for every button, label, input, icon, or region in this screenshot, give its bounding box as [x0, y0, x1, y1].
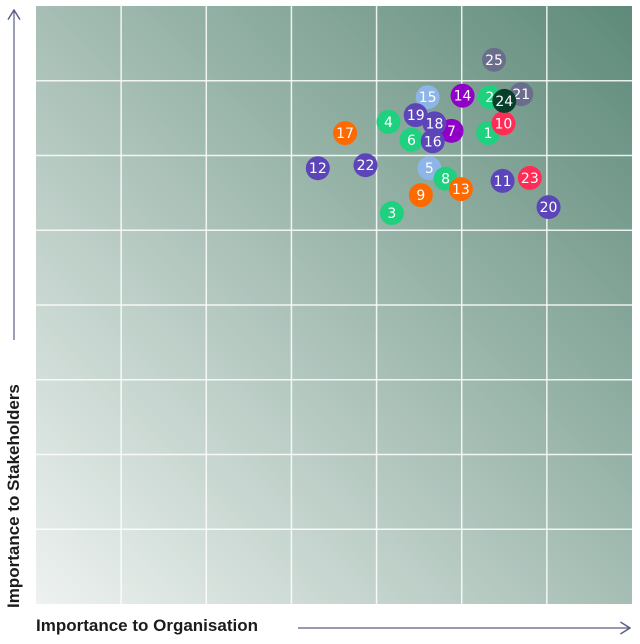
point-marker[interactable] — [415, 85, 440, 110]
data-point-3[interactable]: 3 — [379, 201, 404, 226]
point-marker[interactable] — [420, 129, 445, 154]
point-label: 6 — [407, 133, 416, 149]
point-label: 23 — [521, 171, 539, 187]
point-marker[interactable] — [408, 183, 433, 208]
point-marker[interactable] — [517, 165, 542, 190]
point-marker[interactable] — [450, 83, 475, 108]
point-marker[interactable] — [448, 177, 473, 202]
point-marker[interactable] — [491, 111, 516, 136]
point-marker[interactable] — [536, 195, 561, 220]
point-marker[interactable] — [490, 168, 515, 193]
point-label: 22 — [357, 158, 375, 174]
point-label: 5 — [425, 161, 434, 177]
data-point-19[interactable]: 19 — [403, 103, 428, 128]
data-point-12[interactable]: 12 — [305, 156, 330, 181]
data-point-15[interactable]: 15 — [415, 85, 440, 110]
point-label: 12 — [309, 161, 327, 177]
data-point-11[interactable]: 11 — [490, 168, 515, 193]
point-label: 25 — [485, 53, 503, 69]
point-marker[interactable] — [492, 88, 517, 113]
data-point-17[interactable]: 17 — [333, 121, 358, 146]
point-label: 10 — [495, 116, 513, 132]
data-point-16[interactable]: 16 — [420, 129, 445, 154]
point-label: 3 — [387, 206, 396, 222]
point-label: 14 — [454, 89, 472, 105]
point-marker[interactable] — [403, 103, 428, 128]
point-label: 20 — [540, 200, 558, 216]
point-marker[interactable] — [376, 109, 401, 134]
point-marker[interactable] — [482, 47, 507, 72]
data-point-18[interactable]: 18 — [422, 111, 447, 136]
point-marker[interactable] — [305, 156, 330, 181]
data-point-24[interactable]: 24 — [492, 88, 517, 113]
point-label: 18 — [426, 116, 444, 132]
point-label: 21 — [512, 87, 530, 103]
data-point-25[interactable]: 25 — [482, 47, 507, 72]
data-point-4[interactable]: 4 — [376, 109, 401, 134]
data-point-23[interactable]: 23 — [517, 165, 542, 190]
data-point-20[interactable]: 20 — [536, 195, 561, 220]
point-label: 16 — [424, 134, 442, 150]
data-point-14[interactable]: 14 — [450, 83, 475, 108]
point-label: 4 — [384, 115, 393, 131]
point-label: 8 — [441, 172, 450, 188]
point-label: 7 — [447, 124, 456, 140]
data-point-6[interactable]: 6 — [399, 127, 424, 152]
point-marker[interactable] — [379, 201, 404, 226]
point-marker[interactable] — [399, 127, 424, 152]
data-point-9[interactable]: 9 — [408, 183, 433, 208]
grid — [36, 6, 632, 604]
point-label: 2 — [485, 90, 494, 106]
data-point-13[interactable]: 13 — [448, 177, 473, 202]
point-marker[interactable] — [422, 111, 447, 136]
point-label: 17 — [336, 126, 354, 142]
point-label: 24 — [495, 94, 513, 110]
point-marker[interactable] — [353, 153, 378, 178]
point-marker[interactable] — [333, 121, 358, 146]
point-label: 19 — [407, 108, 425, 124]
point-label: 11 — [494, 174, 512, 190]
x-axis-label: Importance to Organisation — [36, 616, 258, 635]
y-axis-label: Importance to Stakeholders — [4, 384, 23, 608]
point-label: 13 — [452, 182, 470, 198]
point-label: 9 — [416, 188, 425, 204]
data-point-10[interactable]: 10 — [491, 111, 516, 136]
point-label: 15 — [419, 90, 437, 106]
point-label: 1 — [484, 126, 493, 142]
data-point-22[interactable]: 22 — [353, 153, 378, 178]
